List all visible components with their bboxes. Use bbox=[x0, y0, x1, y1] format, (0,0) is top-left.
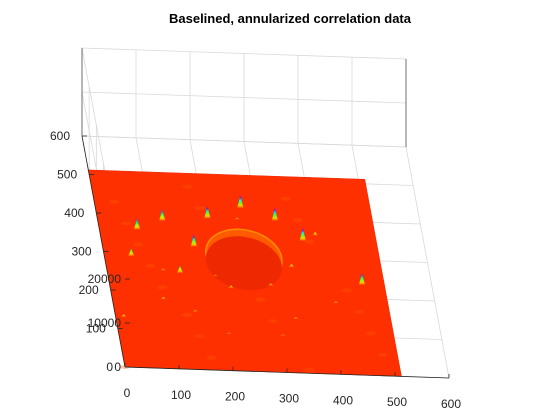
peak bbox=[227, 285, 235, 289]
center-hole bbox=[205, 236, 282, 291]
peak bbox=[312, 231, 319, 236]
peak bbox=[212, 274, 219, 277]
peak bbox=[279, 334, 287, 337]
surface-texture bbox=[194, 206, 205, 211]
surface-texture bbox=[365, 331, 376, 336]
peak bbox=[332, 301, 340, 304]
z-tick-label: 10000 bbox=[88, 316, 122, 330]
peak bbox=[292, 317, 300, 320]
peak bbox=[176, 265, 184, 274]
surface-texture bbox=[182, 312, 193, 317]
peak bbox=[133, 218, 141, 230]
surface-texture bbox=[377, 352, 388, 357]
chart-title: Baselined, annularized correlation data bbox=[169, 11, 412, 26]
z-tick-label: 0 bbox=[114, 360, 121, 374]
peak bbox=[271, 206, 279, 221]
surface-texture bbox=[255, 297, 266, 302]
axes-front bbox=[81, 135, 450, 379]
y-tick-label: 600 bbox=[50, 129, 70, 143]
surface-texture bbox=[267, 319, 278, 324]
surface-texture bbox=[133, 242, 144, 247]
peaks bbox=[120, 194, 366, 337]
y-tick-label: 500 bbox=[57, 168, 77, 182]
tick-labels: 0 100 200 300 400 500 600 0 100 200 300 400 500 600 0 1… bbox=[50, 129, 461, 411]
peak bbox=[288, 263, 295, 268]
surface-texture bbox=[157, 285, 168, 290]
y-tick-label: 0 bbox=[106, 360, 113, 374]
peak bbox=[225, 332, 233, 335]
x-tick-label: 100 bbox=[171, 388, 191, 402]
surface-texture bbox=[109, 199, 120, 204]
y-tick-label: 200 bbox=[79, 283, 99, 297]
x-tick-label: 300 bbox=[279, 392, 299, 406]
peak bbox=[267, 283, 275, 286]
x-tick-label: 600 bbox=[441, 397, 461, 411]
surface bbox=[87, 169, 402, 377]
peak bbox=[160, 296, 167, 300]
peak bbox=[299, 227, 306, 242]
surface-texture bbox=[280, 196, 291, 201]
surface-texture bbox=[304, 239, 315, 244]
surface-texture bbox=[353, 309, 364, 314]
peak bbox=[190, 234, 198, 247]
peak bbox=[159, 209, 166, 221]
surface-texture bbox=[292, 218, 303, 223]
peak bbox=[358, 272, 366, 286]
peak bbox=[237, 194, 244, 209]
surface-texture bbox=[145, 264, 156, 269]
peak bbox=[128, 248, 135, 257]
surface-texture bbox=[194, 334, 205, 339]
surface-texture bbox=[206, 355, 217, 360]
surface-texture bbox=[182, 184, 193, 189]
peak bbox=[233, 217, 241, 220]
surface-texture bbox=[121, 221, 132, 226]
y-tick-label: 300 bbox=[71, 245, 91, 259]
peak bbox=[160, 268, 167, 271]
y-gridline-floor bbox=[81, 135, 407, 148]
y-tick-label: 100 bbox=[86, 322, 106, 336]
x-tick-label: 500 bbox=[387, 395, 407, 409]
x-tick-label: 0 bbox=[124, 386, 131, 400]
z-tick-label: 20000 bbox=[88, 272, 122, 286]
y-tick-label: 400 bbox=[64, 206, 84, 220]
surface-texture bbox=[304, 367, 315, 372]
peak bbox=[192, 309, 199, 312]
surface-texture bbox=[341, 288, 352, 293]
peak bbox=[120, 314, 127, 318]
peak bbox=[204, 205, 211, 219]
x-tick-label: 400 bbox=[333, 393, 353, 407]
x-tick-label: 200 bbox=[225, 390, 245, 404]
